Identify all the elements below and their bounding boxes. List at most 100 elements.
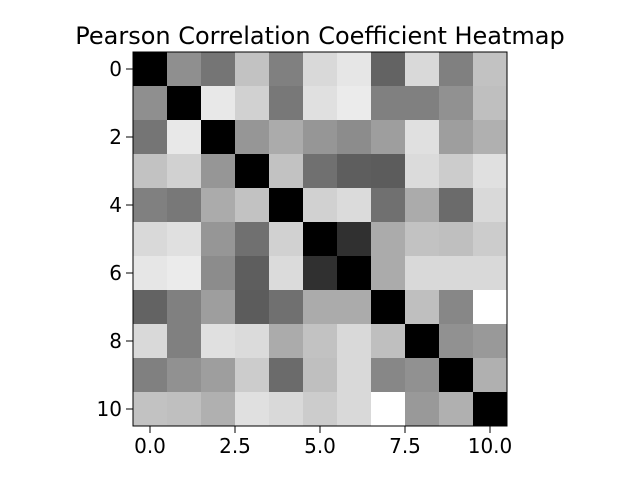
heatmap-cell-r9-c2 [201, 358, 236, 393]
heatmap-cell-r10-c9 [439, 392, 474, 427]
heatmap-cell-r7-c3 [235, 290, 270, 325]
heatmap-cell-r3-c1 [167, 154, 202, 189]
heatmap-cell-r6-c6 [337, 256, 372, 291]
heatmap-cell-r10-c1 [167, 392, 202, 427]
x-tick-label: 5.0 [304, 434, 336, 458]
heatmap-cell-r10-c10 [473, 392, 508, 427]
heatmap-cells [133, 52, 508, 427]
y-tick-label: 4 [109, 193, 122, 217]
heatmap-cell-r3-c7 [371, 154, 406, 189]
heatmap-cell-r6-c0 [133, 256, 168, 291]
heatmap-cell-r3-c0 [133, 154, 168, 189]
heatmap-cell-r4-c8 [405, 188, 440, 223]
heatmap-cell-r7-c5 [303, 290, 338, 325]
x-tick-label: 10.0 [468, 434, 513, 458]
heatmap-cell-r8-c6 [337, 324, 372, 359]
y-tick-label: 2 [109, 125, 122, 149]
heatmap-cell-r7-c0 [133, 290, 168, 325]
heatmap-cell-r2-c3 [235, 120, 270, 155]
heatmap-cell-r5-c6 [337, 222, 372, 257]
heatmap-cell-r2-c5 [303, 120, 338, 155]
heatmap-cell-r4-c6 [337, 188, 372, 223]
heatmap-cell-r6-c3 [235, 256, 270, 291]
heatmap-cell-r6-c1 [167, 256, 202, 291]
x-axis: 0.0 2.5 5.0 7.5 10.0 [134, 426, 512, 458]
heatmap-cell-r3-c8 [405, 154, 440, 189]
heatmap-cell-r0-c8 [405, 52, 440, 87]
heatmap-cell-r8-c7 [371, 324, 406, 359]
heatmap-cell-r3-c9 [439, 154, 474, 189]
heatmap-cell-r6-c4 [269, 256, 304, 291]
y-tick-label: 8 [109, 329, 122, 353]
heatmap-cell-r4-c2 [201, 188, 236, 223]
heatmap-cell-r0-c10 [473, 52, 508, 87]
heatmap-cell-r1-c8 [405, 86, 440, 121]
heatmap-cell-r4-c7 [371, 188, 406, 223]
heatmap-cell-r0-c9 [439, 52, 474, 87]
heatmap-cell-r6-c8 [405, 256, 440, 291]
heatmap-cell-r5-c3 [235, 222, 270, 257]
heatmap-cell-r1-c6 [337, 86, 372, 121]
heatmap-cell-r7-c1 [167, 290, 202, 325]
heatmap-cell-r2-c1 [167, 120, 202, 155]
x-tick-label: 0.0 [134, 434, 166, 458]
heatmap-cell-r5-c8 [405, 222, 440, 257]
heatmap-cell-r2-c8 [405, 120, 440, 155]
heatmap-cell-r8-c1 [167, 324, 202, 359]
heatmap-cell-r10-c3 [235, 392, 270, 427]
heatmap-cell-r6-c10 [473, 256, 508, 291]
heatmap-cell-r7-c9 [439, 290, 474, 325]
y-tick-label: 6 [109, 261, 122, 285]
heatmap-cell-r0-c1 [167, 52, 202, 87]
heatmap-cell-r6-c2 [201, 256, 236, 291]
heatmap-cell-r2-c7 [371, 120, 406, 155]
heatmap-cell-r9-c0 [133, 358, 168, 393]
heatmap-cell-r10-c8 [405, 392, 440, 427]
heatmap-cell-r3-c2 [201, 154, 236, 189]
heatmap-cell-r6-c9 [439, 256, 474, 291]
heatmap-cell-r3-c3 [235, 154, 270, 189]
heatmap-cell-r8-c5 [303, 324, 338, 359]
heatmap-cell-r10-c4 [269, 392, 304, 427]
heatmap-cell-r8-c8 [405, 324, 440, 359]
heatmap-cell-r4-c4 [269, 188, 304, 223]
heatmap-cell-r9-c1 [167, 358, 202, 393]
heatmap-cell-r10-c7 [371, 392, 406, 427]
heatmap-cell-r0-c2 [201, 52, 236, 87]
heatmap-cell-r3-c6 [337, 154, 372, 189]
heatmap-cell-r9-c4 [269, 358, 304, 393]
heatmap-cell-r3-c4 [269, 154, 304, 189]
y-axis: 0 2 4 6 8 10 [97, 57, 133, 421]
heatmap-cell-r1-c5 [303, 86, 338, 121]
x-tick-label: 2.5 [219, 434, 251, 458]
heatmap-cell-r5-c9 [439, 222, 474, 257]
heatmap-cell-r1-c1 [167, 86, 202, 121]
heatmap-cell-r4-c3 [235, 188, 270, 223]
heatmap-cell-r2-c9 [439, 120, 474, 155]
heatmap-cell-r2-c2 [201, 120, 236, 155]
heatmap-cell-r0-c3 [235, 52, 270, 87]
heatmap-cell-r8-c2 [201, 324, 236, 359]
heatmap-cell-r9-c8 [405, 358, 440, 393]
heatmap-cell-r1-c3 [235, 86, 270, 121]
heatmap-cell-r7-c4 [269, 290, 304, 325]
heatmap-cell-r9-c6 [337, 358, 372, 393]
heatmap-cell-r5-c5 [303, 222, 338, 257]
heatmap-cell-r0-c5 [303, 52, 338, 87]
heatmap-cell-r5-c0 [133, 222, 168, 257]
heatmap-cell-r0-c4 [269, 52, 304, 87]
heatmap-cell-r8-c0 [133, 324, 168, 359]
heatmap-cell-r2-c6 [337, 120, 372, 155]
heatmap-cell-r7-c6 [337, 290, 372, 325]
heatmap-cell-r6-c7 [371, 256, 406, 291]
heatmap-cell-r10-c0 [133, 392, 168, 427]
heatmap-cell-r10-c6 [337, 392, 372, 427]
heatmap-cell-r5-c2 [201, 222, 236, 257]
heatmap-cell-r2-c10 [473, 120, 508, 155]
heatmap-cell-r5-c10 [473, 222, 508, 257]
heatmap-cell-r7-c10 [473, 290, 508, 325]
heatmap-cell-r9-c3 [235, 358, 270, 393]
heatmap-cell-r1-c7 [371, 86, 406, 121]
heatmap-cell-r9-c10 [473, 358, 508, 393]
